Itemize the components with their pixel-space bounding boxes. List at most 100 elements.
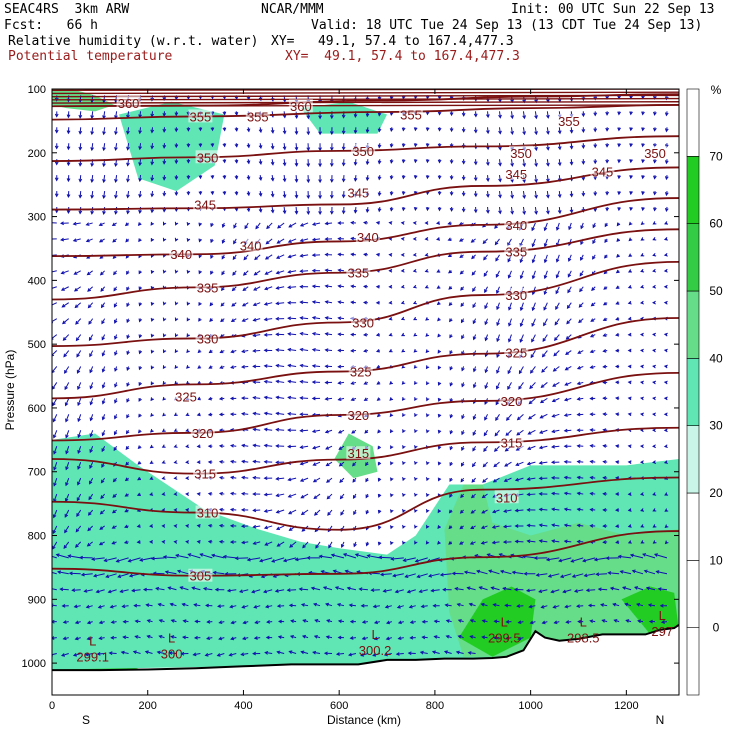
wind-arrow-head <box>507 274 512 279</box>
wind-arrow <box>495 270 500 278</box>
wind-arrow-head <box>366 554 371 558</box>
wind-arrow-head <box>186 301 191 306</box>
wind-arrow <box>115 127 118 135</box>
wind-arrow-head <box>639 348 644 353</box>
wind-arrow-head <box>486 193 490 198</box>
wind-arrow-head <box>372 653 377 657</box>
wind-arrow <box>300 461 309 465</box>
wind-arrow-head <box>218 620 223 625</box>
wind-arrow-head <box>629 143 633 148</box>
wind-arrow-head <box>255 225 259 230</box>
wind-arrow-head <box>595 572 600 577</box>
wind-arrow-head <box>75 528 80 533</box>
wind-arrow-head <box>263 492 268 497</box>
wind-arrow-head <box>470 239 475 243</box>
wind-vectors <box>52 95 669 657</box>
wind-arrow-head <box>324 284 329 289</box>
wind-arrow-head <box>276 543 281 547</box>
wind-arrow-head <box>437 429 442 434</box>
wind-arrow <box>343 553 357 559</box>
wind-arrow-head <box>613 619 618 623</box>
wind-arrow <box>73 653 81 656</box>
wind-arrow <box>499 191 501 198</box>
wind-arrow-head <box>581 113 586 118</box>
wind-arrow-head <box>545 557 550 562</box>
wind-arrow-head <box>365 161 370 166</box>
wind-arrow-head <box>363 332 368 337</box>
wind-arrow-head <box>52 619 55 624</box>
wind-arrow-head <box>198 143 203 148</box>
wind-arrow <box>515 461 524 466</box>
wind-arrow-head <box>85 222 90 226</box>
wind-arrow-head <box>341 130 346 135</box>
wind-arrow <box>479 586 488 591</box>
wind-arrow-head <box>640 237 645 241</box>
wind-arrow-head <box>312 445 317 450</box>
wind-arrow <box>288 413 297 415</box>
wind-arrow <box>253 525 261 528</box>
wind-arrow-head <box>264 542 269 546</box>
wind-arrow-head <box>270 209 275 214</box>
wind-arrow <box>120 589 129 593</box>
wind-arrow-head <box>534 115 538 120</box>
wind-arrow-head <box>498 162 502 167</box>
contour-label: 325 <box>350 365 372 380</box>
wind-arrow-head <box>526 446 531 450</box>
wind-arrow-head <box>642 553 647 557</box>
wind-arrow-head <box>341 146 346 151</box>
wind-arrow <box>145 651 153 655</box>
wind-arrow-head <box>385 636 390 641</box>
wind-arrow <box>499 175 501 182</box>
contour-label-bg <box>351 315 376 329</box>
wind-arrow-head <box>79 555 83 560</box>
wind-arrow-head <box>640 540 645 544</box>
wind-arrow <box>380 573 392 576</box>
wind-arrow-head <box>365 542 370 547</box>
wind-arrow-head <box>294 130 299 135</box>
wind-arrow-head <box>324 237 329 241</box>
wind-arrow-head <box>350 220 355 225</box>
wind-arrow-head <box>98 222 103 226</box>
wind-arrow <box>168 587 177 591</box>
wind-arrow <box>568 222 572 230</box>
wind-arrow-head <box>569 193 574 198</box>
wind-arrow <box>534 175 537 183</box>
wind-arrow-head <box>340 511 344 516</box>
wind-arrow-head <box>52 636 55 640</box>
wind-arrow-head <box>402 558 407 562</box>
wind-arrow-head <box>430 588 435 593</box>
wind-arrow <box>61 653 69 657</box>
wind-arrow-head <box>164 570 169 575</box>
wind-arrow-head <box>615 412 620 417</box>
wind-arrow-head <box>302 619 307 623</box>
wind-arrow <box>61 270 69 274</box>
wind-arrow <box>288 333 297 336</box>
wind-arrow <box>552 524 560 527</box>
wind-arrow-head <box>425 175 430 180</box>
wind-arrow-head <box>402 524 406 529</box>
wind-arrow-head <box>270 129 275 134</box>
wind-arrow <box>301 509 309 515</box>
wind-arrow-head <box>242 272 247 276</box>
wind-arrow-head <box>114 131 118 136</box>
low-letter: L <box>89 634 96 649</box>
wind-arrow-head <box>615 444 620 448</box>
wind-arrow-head <box>275 476 280 481</box>
wind-arrow-head <box>377 144 382 149</box>
wind-arrow-head <box>460 494 464 499</box>
wind-arrow-head <box>241 443 246 448</box>
wind-arrow-head <box>271 559 276 563</box>
wind-arrow-head <box>352 495 357 500</box>
wind-arrow <box>64 366 70 374</box>
wind-arrow-head <box>299 412 304 417</box>
wind-arrow <box>276 412 285 415</box>
wind-arrow-head <box>265 635 270 640</box>
wind-arrow-head <box>461 208 466 213</box>
wind-arrow-head <box>619 570 624 574</box>
wind-arrow-head <box>275 379 280 384</box>
wind-arrow-head <box>432 603 437 608</box>
wind-arrow-head <box>505 636 510 640</box>
wind-arrow <box>326 461 333 467</box>
wind-arrow-head <box>382 589 387 593</box>
wind-arrow-head <box>282 162 287 167</box>
